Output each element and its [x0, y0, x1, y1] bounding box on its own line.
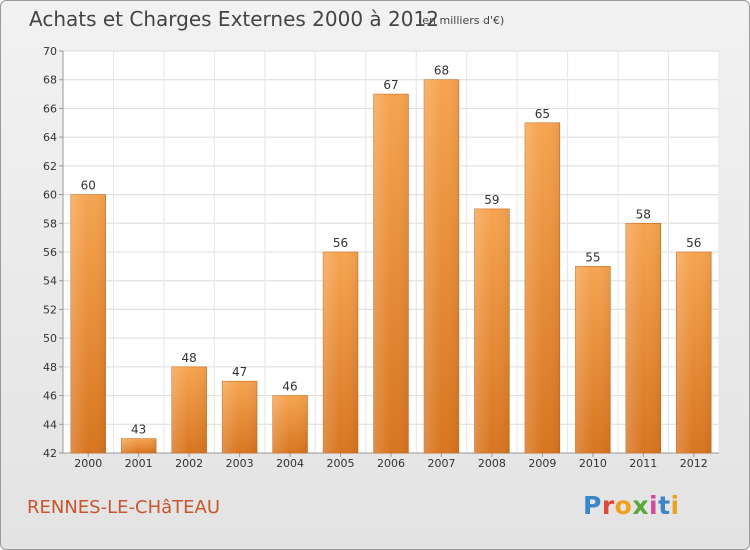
bar-shade — [575, 266, 611, 453]
bar-shade — [272, 395, 308, 453]
logo-letter: i — [649, 491, 659, 520]
location-label: RENNES-LE-CHâTEAU — [27, 497, 220, 518]
y-tick-label: 60 — [43, 189, 57, 202]
bar-shade — [625, 223, 661, 453]
bar-value-label: 43 — [131, 423, 146, 437]
bar-value-label: 59 — [484, 193, 499, 207]
y-tick-label: 58 — [43, 217, 57, 230]
bar-value-label: 46 — [282, 380, 297, 394]
bar-value-label: 48 — [182, 351, 197, 365]
y-tick-label: 48 — [43, 361, 57, 374]
x-tick-label: 2006 — [377, 457, 405, 470]
x-tick-label: 2009 — [528, 457, 556, 470]
y-tick-label: 66 — [43, 102, 57, 115]
x-tick-label: 2001 — [125, 457, 153, 470]
y-tick-label: 46 — [43, 390, 57, 403]
logo-letter: x — [632, 491, 649, 520]
logo-letter: t — [658, 491, 671, 520]
x-tick-label: 2005 — [327, 457, 355, 470]
x-tick-label: 2000 — [74, 457, 102, 470]
y-tick-label: 70 — [43, 45, 57, 58]
x-tick-label: 2002 — [175, 457, 203, 470]
proxiti-logo: Proxiti — [583, 491, 680, 520]
x-tick-label: 2011 — [629, 457, 657, 470]
x-tick-label: 2008 — [478, 457, 506, 470]
bar-value-label: 47 — [232, 365, 247, 379]
y-tick-label: 42 — [43, 447, 57, 460]
bar-value-label: 56 — [333, 236, 348, 250]
x-tick-label: 2003 — [226, 457, 254, 470]
bar-shade — [676, 252, 712, 453]
logo-letter: P — [583, 491, 602, 520]
bar-shade — [222, 381, 258, 453]
x-tick-label: 2007 — [427, 457, 455, 470]
bar-value-label: 58 — [636, 207, 651, 221]
bar-shade — [424, 79, 459, 453]
x-tick-label: 2004 — [276, 457, 304, 470]
chart-subtitle: (en milliers d'€) — [418, 14, 505, 27]
bar-value-label: 68 — [434, 64, 449, 78]
y-tick-label: 62 — [43, 160, 57, 173]
bar-shade — [524, 122, 560, 454]
bar-value-label: 67 — [383, 78, 398, 92]
logo-letter: i — [670, 491, 680, 520]
bar-shade — [373, 94, 409, 454]
y-tick-label: 44 — [43, 418, 57, 431]
bar-shade — [121, 438, 157, 453]
bar-shade — [70, 194, 106, 454]
bar-value-label: 65 — [535, 107, 550, 121]
chart-title: Achats et Charges Externes 2000 à 2012 — [29, 7, 439, 31]
bar-shade — [171, 366, 207, 453]
y-tick-label: 56 — [43, 246, 57, 259]
x-tick-label: 2010 — [579, 457, 607, 470]
bar-value-label: 60 — [81, 179, 96, 193]
y-tick-label: 52 — [43, 303, 57, 316]
bar-shade — [323, 252, 358, 453]
y-tick-label: 64 — [43, 131, 57, 144]
logo-letter: r — [601, 491, 615, 520]
bar-value-label: 55 — [585, 250, 600, 264]
logo-letter: o — [614, 491, 633, 520]
bar-value-label: 56 — [686, 236, 701, 250]
bar-shade — [474, 208, 510, 453]
y-tick-label: 68 — [43, 74, 57, 87]
y-tick-label: 50 — [43, 332, 57, 345]
x-tick-label: 2012 — [680, 457, 708, 470]
y-tick-label: 54 — [43, 275, 57, 288]
